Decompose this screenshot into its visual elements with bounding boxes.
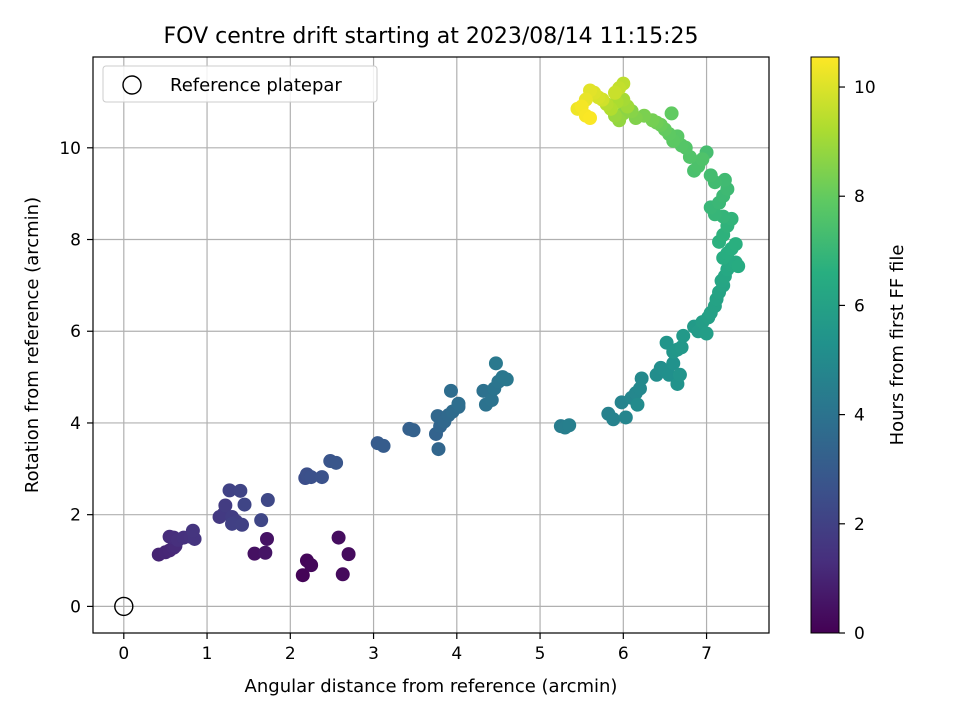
data-point [314,470,329,485]
legend-entry: Reference platepar [170,75,342,96]
plot-frame [92,56,770,634]
colorbar-label: Hours from first FF file [887,245,908,446]
data-point [247,546,262,561]
colorbar-tick-label: 2 [854,515,865,535]
data-point [676,328,691,343]
data-point [484,393,499,408]
data-point [499,372,514,387]
data-point [259,531,274,546]
legend-box [102,65,378,103]
x-tick-label: 2 [285,644,296,664]
colorbar-tick-label: 0 [854,624,865,644]
x-tick-label: 3 [368,644,379,664]
data-point [634,371,649,386]
data-point [218,498,233,513]
colorbar-tick-label: 10 [854,78,876,98]
data-point [731,259,746,274]
data-point [185,523,200,538]
data-point [254,513,269,528]
data-point [699,326,714,341]
data-point [606,412,621,427]
data-point [562,418,577,433]
data-point [222,483,237,498]
data-point [304,558,319,573]
data-point [451,396,466,411]
x-tick-label: 1 [202,644,213,664]
y-axis-label: Rotation from reference (arcmin) [22,197,43,493]
x-axis-label: Angular distance from reference (arcmin) [245,676,618,697]
chart-title: FOV centre drift starting at 2023/08/14 … [164,24,699,49]
x-tick-label: 5 [535,644,546,664]
data-point [431,442,446,457]
data-point [304,470,319,485]
data-point [237,497,252,512]
x-tick-label: 4 [451,644,462,664]
y-tick-label: 2 [70,506,81,526]
data-point [295,568,310,583]
axis-ticks: 0 1 2 3 4 5 6 7 0 2 4 6 8 10 [59,139,712,664]
data-point [488,356,503,371]
colorbar-tick-label: 6 [854,296,865,316]
y-tick-label: 8 [70,231,81,251]
data-point [674,340,689,355]
y-tick-label: 10 [59,139,81,159]
data-point [583,110,598,125]
data-point [335,567,350,582]
data-point [607,85,622,100]
data-point [695,152,710,167]
data-point [376,438,391,453]
data-point [406,423,421,438]
x-tick-label: 7 [701,644,712,664]
data-point [630,397,645,412]
reference-platepar-marker [114,596,134,617]
data-point [666,356,681,371]
legend: Reference platepar [102,65,378,103]
x-tick-label: 0 [118,644,129,664]
data-point [341,547,356,562]
data-point [258,545,273,560]
colorbar-tick-label: 8 [854,187,865,207]
colorbar-ticks: 0 2 4 6 8 10 [839,78,876,644]
y-tick-label: 4 [70,414,81,434]
data-point [329,455,344,470]
data-point [476,383,491,398]
data-point [235,517,250,532]
data-point [233,483,248,498]
data-point [260,493,275,508]
data-point [672,367,687,382]
y-tick-label: 6 [70,322,81,342]
colorbar [810,56,840,634]
data-point [664,106,679,121]
x-tick-label: 6 [618,644,629,664]
data-point [662,367,677,382]
colorbar-tick-label: 4 [854,406,865,426]
data-point [728,237,743,252]
scatter-points [114,76,746,617]
data-point [443,383,458,398]
y-tick-label: 0 [70,597,81,617]
data-point [703,168,718,183]
data-point [331,530,346,545]
data-point [618,410,633,425]
legend-marker-icon [122,75,142,95]
